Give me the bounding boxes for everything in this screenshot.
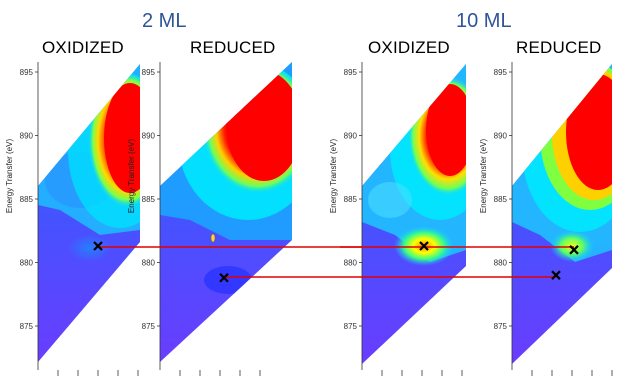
y-axis-label: Energy Transfer (eV) xyxy=(329,139,338,214)
panel-title-10ml-reduced: REDUCED xyxy=(516,38,602,57)
artifact-spot xyxy=(210,233,216,243)
panel-title-2ml-reduced: REDUCED xyxy=(190,38,276,57)
marker-x-panel-1 xyxy=(219,272,229,283)
y-tick-label: 885 xyxy=(344,195,358,204)
y-axis-label: Energy Transfer (eV) xyxy=(479,139,488,214)
marker-x-panel-2 xyxy=(419,241,429,251)
y-tick-label: 880 xyxy=(20,259,34,268)
axis-frame-1: 875 880 885 890 895 Energy Transfer (eV) xyxy=(127,62,261,376)
y-tick-label: 890 xyxy=(142,132,156,141)
y-tick-label: 890 xyxy=(494,132,508,141)
y-tick-label: 880 xyxy=(142,259,156,268)
y-axis-label: Energy Transfer (eV) xyxy=(5,139,14,214)
y-tick-label: 875 xyxy=(142,322,156,331)
heatmap-10ml-reduced xyxy=(512,64,612,364)
axis-frame-0: 875 880 885 890 895 Energy Transfer (eV) xyxy=(5,62,139,376)
heatmap-10ml-oxidized xyxy=(362,64,466,364)
marker-x-10ml-reduced-upper xyxy=(569,245,579,255)
y-tick-label: 875 xyxy=(344,322,358,331)
y-tick-label: 895 xyxy=(344,68,358,77)
y-tick-label: 895 xyxy=(142,68,156,77)
group-title-2ml: 2 ML xyxy=(142,10,187,32)
y-tick-label: 895 xyxy=(494,68,508,77)
y-tick-label: 885 xyxy=(494,195,508,204)
panel-title-2ml-oxidized: OXIDIZED xyxy=(42,38,124,57)
marker-x-10ml-reduced-lower xyxy=(551,270,561,280)
group-title-10ml: 10 ML xyxy=(456,10,512,32)
axis-frame-3: 875 880 885 890 895 Energy Transfer (eV) xyxy=(479,62,613,376)
axis-frame-2: 875 880 885 890 895 Energy Transfer (eV) xyxy=(329,62,463,376)
y-tick-label: 890 xyxy=(344,132,358,141)
marker-x-panel-0 xyxy=(93,241,103,251)
y-tick-label: 895 xyxy=(20,68,34,77)
panel-title-10ml-oxidized: OXIDIZED xyxy=(368,38,450,57)
y-tick-label: 875 xyxy=(20,322,34,331)
y-tick-label: 880 xyxy=(494,259,508,268)
heatmap-2ml-reduced xyxy=(160,62,292,362)
y-tick-label: 890 xyxy=(20,132,34,141)
y-axis-label: Energy Transfer (eV) xyxy=(127,139,136,214)
y-tick-label: 875 xyxy=(494,322,508,331)
y-tick-label: 880 xyxy=(344,259,358,268)
y-tick-label: 885 xyxy=(20,195,34,204)
y-tick-label: 885 xyxy=(142,195,156,204)
heatmap-2ml-oxidized xyxy=(38,64,140,362)
